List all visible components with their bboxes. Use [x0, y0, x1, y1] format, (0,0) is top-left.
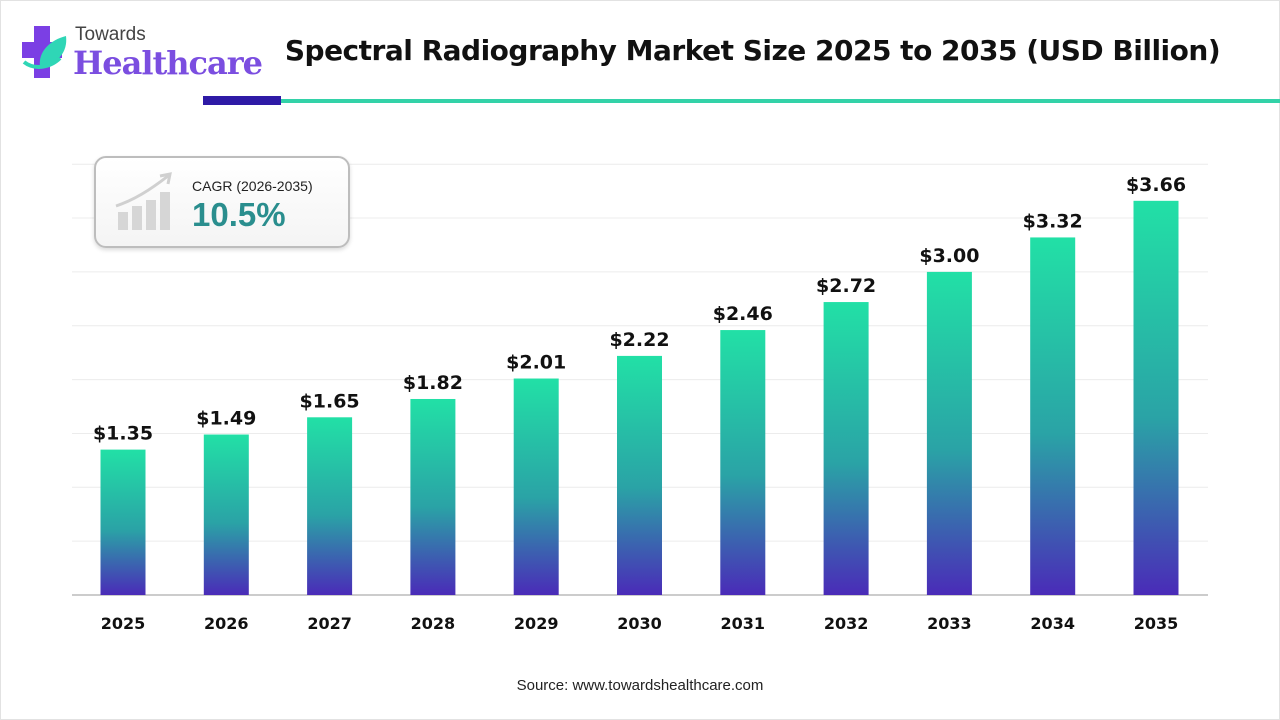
x-tick-label: 2034 [1030, 614, 1075, 633]
x-tick-label: 2033 [927, 614, 972, 633]
x-tick-label: 2027 [307, 614, 352, 633]
data-label: $2.72 [816, 275, 876, 297]
title-underline-teal [281, 99, 1280, 103]
data-label: $3.66 [1126, 174, 1186, 196]
logo-text-towards: Towards [75, 24, 146, 45]
data-label: $3.32 [1023, 210, 1083, 232]
data-label: $1.82 [403, 372, 463, 394]
data-label: $1.49 [196, 408, 256, 430]
bar-2025 [100, 449, 146, 595]
chart-title: Spectral Radiography Market Size 2025 to… [284, 34, 1221, 67]
bar-2027 [307, 417, 353, 595]
x-tick-label: 2028 [411, 614, 456, 633]
x-tick-label: 2025 [101, 614, 146, 633]
data-label: $1.35 [93, 423, 153, 445]
cagr-label: CAGR (2026-2035) [192, 178, 313, 194]
cagr-value: 10.5% [192, 196, 286, 233]
bar-2035 [1133, 200, 1179, 595]
growth-chart-icon [115, 172, 172, 230]
x-tick-label: 2032 [824, 614, 869, 633]
bar-2028 [410, 398, 456, 595]
data-label: $3.00 [919, 245, 979, 267]
x-tick-label: 2030 [617, 614, 662, 633]
medical-cross-icon [22, 26, 67, 78]
data-label: $1.65 [300, 390, 360, 412]
cagr-box: CAGR (2026-2035) 10.5% [94, 156, 350, 248]
data-label: $2.22 [609, 329, 669, 351]
bar-2026 [203, 434, 249, 595]
bar-2030 [617, 355, 662, 595]
source-note: Source: www.towardshealthcare.com [516, 677, 764, 694]
bar-2032 [823, 302, 869, 595]
bar-2033 [926, 271, 972, 595]
x-tick-label: 2026 [204, 614, 249, 633]
bar-2029 [513, 378, 559, 595]
bar-2031 [720, 330, 766, 595]
x-tick-label: 2035 [1134, 614, 1179, 633]
bar-2034 [1030, 237, 1076, 595]
logo-text-healthcare: Healthcare [73, 44, 263, 82]
x-tick-label: 2029 [514, 614, 559, 633]
data-label: $2.46 [713, 303, 773, 325]
title-underline-dark [203, 96, 281, 105]
data-label: $2.01 [506, 352, 566, 374]
x-tick-label: 2031 [721, 614, 766, 633]
